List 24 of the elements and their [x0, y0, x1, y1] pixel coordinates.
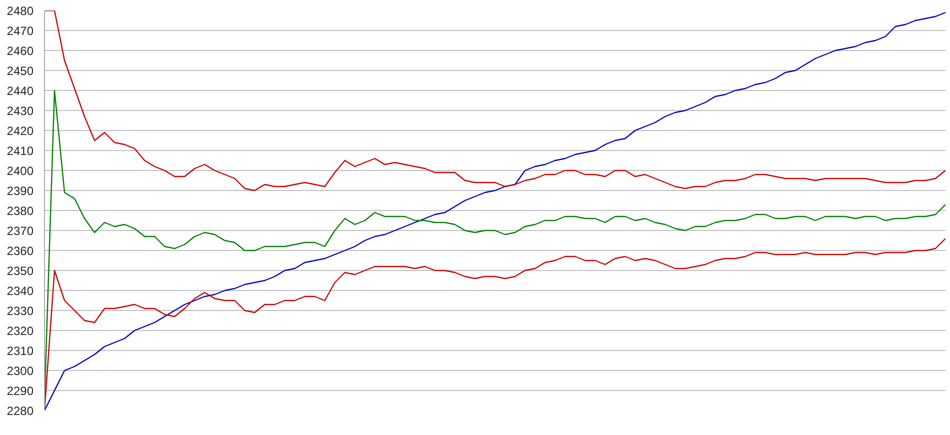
- y-tick-label: 2390: [6, 184, 34, 198]
- line-series: [44, 12, 946, 410]
- y-tick-label: 2280: [6, 404, 34, 418]
- y-tick-label: 2450: [6, 64, 34, 78]
- y-tick-label: 2320: [6, 324, 34, 338]
- y-tick-label: 2310: [6, 344, 34, 358]
- y-tick-label: 2330: [6, 304, 34, 318]
- line-series: [44, 238, 946, 410]
- y-tick-label: 2430: [6, 104, 34, 118]
- y-tick-label: 2420: [6, 124, 34, 138]
- y-tick-label: 2480: [6, 4, 34, 18]
- y-tick-label: 2360: [6, 244, 34, 258]
- y-tick-label: 2400: [6, 164, 34, 178]
- y-tick-label: 2350: [6, 264, 34, 278]
- line-series: [44, 10, 946, 192]
- y-tick-label: 2460: [6, 44, 34, 58]
- y-tick-label: 2300: [6, 364, 34, 378]
- y-tick-label: 2440: [6, 84, 34, 98]
- y-tick-label: 2470: [6, 24, 34, 38]
- y-tick-label: 2290: [6, 384, 34, 398]
- y-tick-label: 2370: [6, 224, 34, 238]
- y-tick-label: 2380: [6, 204, 34, 218]
- y-tick-label: 2410: [6, 144, 34, 158]
- y-tick-label: 2340: [6, 284, 34, 298]
